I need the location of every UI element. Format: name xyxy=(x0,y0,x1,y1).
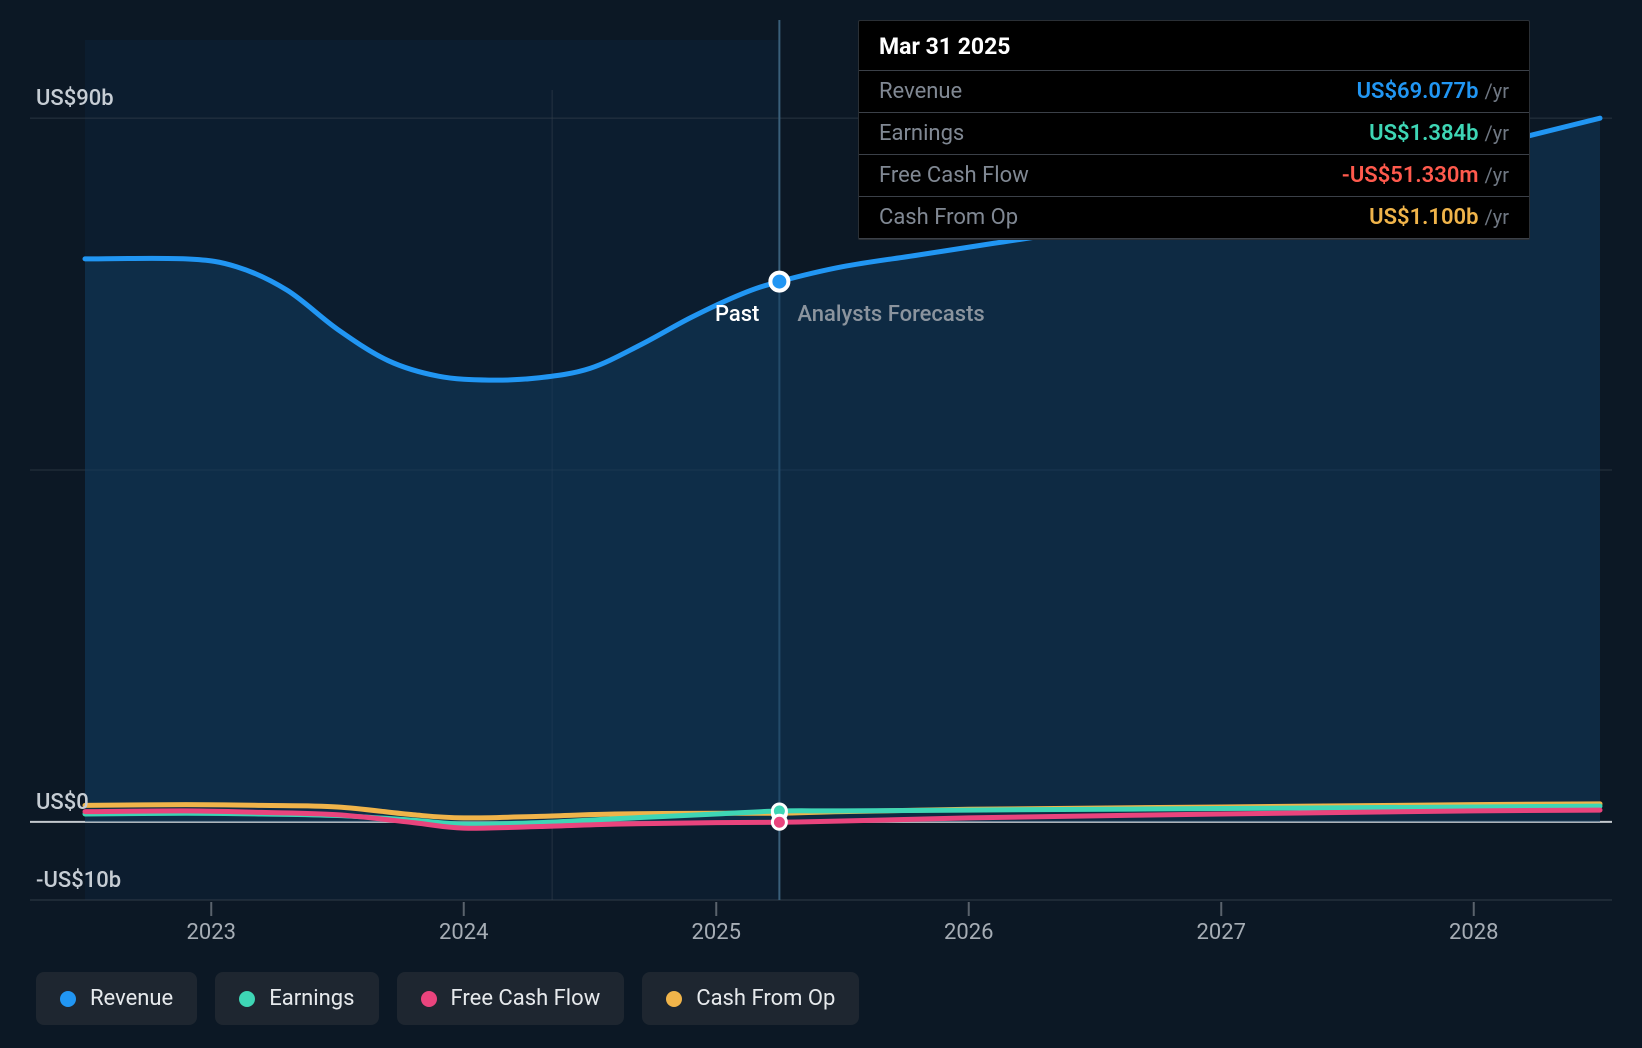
tooltip-row: Revenue US$69.077b /yr xyxy=(859,70,1529,112)
legend-item-cash-from-op[interactable]: Cash From Op xyxy=(642,972,859,1025)
chart-legend: Revenue Earnings Free Cash Flow Cash Fro… xyxy=(36,972,859,1025)
tooltip-metric-label: Revenue xyxy=(879,79,962,104)
tooltip-row: Free Cash Flow -US$51.330m /yr xyxy=(859,154,1529,196)
x-tick-label: 2027 xyxy=(1197,920,1246,945)
legend-swatch-icon xyxy=(666,991,682,1007)
legend-swatch-icon xyxy=(60,991,76,1007)
x-tick-label: 2025 xyxy=(692,920,741,945)
tooltip-unit: /yr xyxy=(1485,205,1510,229)
hover-tooltip: Mar 31 2025 Revenue US$69.077b /yr Earni… xyxy=(858,20,1530,240)
legend-item-earnings[interactable]: Earnings xyxy=(215,972,378,1025)
legend-item-free-cash-flow[interactable]: Free Cash Flow xyxy=(397,972,625,1025)
tooltip-metric-value: US$1.100b xyxy=(1369,205,1478,230)
tooltip-metric-value: US$69.077b xyxy=(1357,79,1479,104)
tooltip-unit: /yr xyxy=(1485,163,1510,187)
tooltip-unit: /yr xyxy=(1485,121,1510,145)
legend-swatch-icon xyxy=(421,991,437,1007)
legend-swatch-icon xyxy=(239,991,255,1007)
y-gridline-label: -US$10b xyxy=(36,868,121,893)
legend-item-revenue[interactable]: Revenue xyxy=(36,972,197,1025)
legend-label: Revenue xyxy=(90,986,173,1011)
x-tick-label: 2024 xyxy=(439,920,488,945)
tooltip-metric-value: US$1.384b xyxy=(1369,121,1478,146)
y-gridline-label: US$90b xyxy=(36,86,114,111)
tooltip-row: Cash From Op US$1.100b /yr xyxy=(859,196,1529,239)
legend-label: Cash From Op xyxy=(696,986,835,1011)
tooltip-unit: /yr xyxy=(1485,79,1510,103)
tooltip-metric-label: Earnings xyxy=(879,121,964,146)
forecasts-label: Analysts Forecasts xyxy=(797,302,984,327)
x-tick-label: 2028 xyxy=(1449,920,1498,945)
tooltip-metric-label: Cash From Op xyxy=(879,205,1018,230)
legend-label: Free Cash Flow xyxy=(451,986,601,1011)
x-tick-label: 2026 xyxy=(944,920,993,945)
tooltip-metric-value: -US$51.330m xyxy=(1342,163,1479,188)
y-gridline-label: US$0 xyxy=(36,790,89,815)
x-tick-label: 2023 xyxy=(187,920,236,945)
earnings-forecast-chart: US$90b US$0 -US$10b 2023 2024 2025 2026 … xyxy=(0,0,1642,1048)
legend-label: Earnings xyxy=(269,986,354,1011)
tooltip-row: Earnings US$1.384b /yr xyxy=(859,112,1529,154)
tooltip-date: Mar 31 2025 xyxy=(859,33,1529,70)
tooltip-metric-label: Free Cash Flow xyxy=(879,163,1029,188)
past-label: Past xyxy=(599,302,759,327)
